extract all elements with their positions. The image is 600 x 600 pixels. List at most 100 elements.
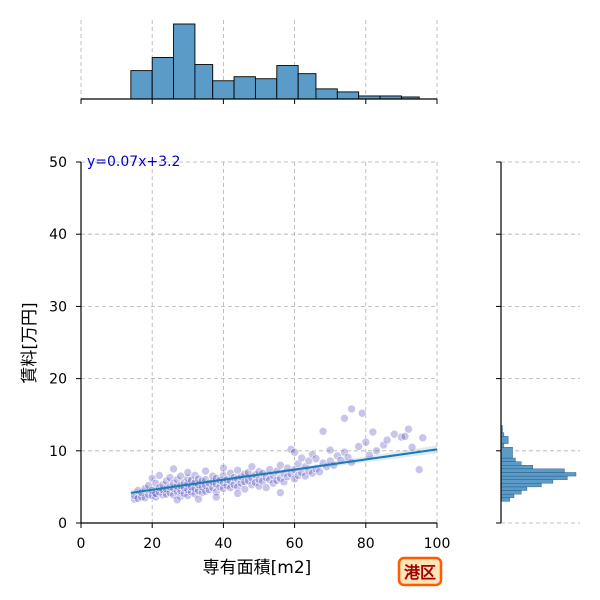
scatter-point [286,445,296,454]
scatter-point [297,453,307,463]
scatter-point [276,473,285,483]
right-hist-bar [500,490,522,495]
scatter-point [404,424,413,434]
regression-group [130,445,438,496]
right-hist-bar [500,461,522,466]
right-hist-bar [500,497,510,502]
scatter-point [361,437,371,447]
scatter-point [233,465,242,475]
right-hist-bar [500,475,568,480]
right-hist-bar [500,479,554,484]
y-tick-label: 40 [49,227,67,243]
right-hist-bar [500,468,565,473]
right-hist-ticks [496,161,501,524]
scatter-point [290,474,299,484]
scatter-point [347,404,356,414]
scatter-point [279,477,289,487]
right-marginal-histogram [496,161,580,524]
x-tick-label: 40 [214,536,232,552]
scatter-point [293,471,303,480]
right-hist-grid [501,161,580,524]
right-hist-bar [500,486,528,491]
right-hist-bar [500,446,513,459]
top-hist-bar [254,78,278,100]
top-hist-bar [212,80,235,100]
scatter-point [325,445,335,455]
scatter-point [194,494,203,504]
scatter-point [226,483,235,492]
scatter-point [247,462,257,471]
scatter-point [407,442,417,452]
scatter-point [290,447,299,457]
top-hist-bar [173,23,196,100]
top-hist-bar [130,70,153,100]
scatter-point [172,495,182,505]
top-hist-bar [315,88,338,100]
scatter-point [397,432,406,442]
y-axis-title: 賃料[万円] [20,302,40,383]
right-hist-bar [500,493,515,498]
scatter-point [308,450,317,459]
scatter-point [140,493,150,503]
x-tick-label: 0 [77,536,86,552]
top-hist-bars [130,23,420,100]
scatter-point [276,488,285,497]
scatter-point [318,427,328,436]
regression-equation: y=0.07x+3.2 [87,154,180,170]
scatter-point [137,492,146,502]
scatter-point [382,435,392,445]
top-hist-bar [233,76,256,100]
top-hist-bar [276,65,299,100]
scatter-point [354,442,363,451]
area-badge-label: 港区 [404,563,436,582]
top-hist-ticks [80,99,438,104]
scatter-point [219,463,228,473]
x-axis-title: 専有面積[m2] [203,558,312,578]
right-hist-bars [500,425,577,502]
scatter-point [151,478,161,488]
x-tick-label: 100 [424,536,451,552]
scatter-point [340,447,349,457]
area-badge-box [397,556,443,587]
regression-line [130,448,438,494]
x-tick-label: 80 [357,536,375,552]
scatter-point [183,468,193,477]
scatter-point [333,451,342,461]
scatter-point [311,454,321,464]
scatter-point [265,475,274,484]
scatter-point [368,427,378,437]
scatter-point [276,460,285,470]
y-tick-label: 20 [49,372,67,388]
right-hist-bar [500,436,509,444]
scatter-point [379,440,388,450]
x-tick-label: 60 [286,536,304,552]
right-hist-bar [500,483,542,488]
y-axis-ticks: 0 10 20 30 40 50 [49,155,81,532]
scatter-point [308,468,317,478]
area-badge: 港区 [397,556,443,587]
x-tick-label: 20 [143,536,161,552]
scatter-point [254,481,264,491]
scatter-point [211,492,221,502]
scatter-point [283,472,292,482]
scatter-point [176,471,185,481]
top-hist-bar [194,64,214,100]
scatter-point [233,489,242,498]
scatter-point [169,490,178,500]
right-hist-bar [500,457,516,462]
scatter-point [389,429,399,439]
main-scatter-plot: 0 20 40 60 80 100 0 10 20 30 40 50 y=0.07x+3.2 専有面… [20,154,450,578]
scatter-point [261,483,271,492]
scatter-point [240,484,250,494]
top-hist-bar [336,91,360,100]
scatter-point [201,466,210,476]
top-hist-bar [151,56,175,100]
y-tick-label: 50 [49,155,67,171]
y-tick-label: 10 [49,444,67,460]
scatter-point [315,467,324,477]
scatter-point [357,408,367,418]
scatter-point [372,446,381,456]
scatter-point [400,432,410,441]
x-axis-ticks: 0 20 40 60 80 100 [77,523,451,552]
